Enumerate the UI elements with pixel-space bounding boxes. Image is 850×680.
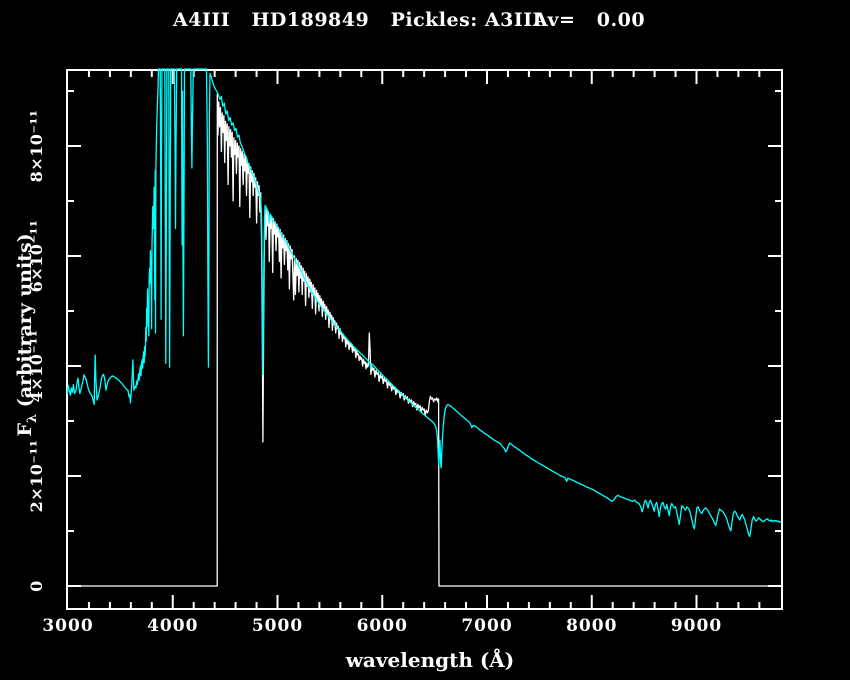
plot-title-extinction: Av= 0.00 [533,9,646,31]
plot-title-star: A4III HD189849 Pickles: A3III [173,9,543,31]
y-axis-title-rest: (arbitrary units) [14,233,37,414]
plot-frame [66,69,783,610]
y-axis-tick-label: 4×10⁻¹¹ [27,330,46,403]
x-axis-tick-label: 9000 [671,616,722,636]
x-axis-tick-label: 3000 [42,616,93,636]
y-axis-tick-label: 6×10⁻¹¹ [27,220,46,293]
y-axis-title-sub: λ [24,413,40,423]
x-axis-tick-label: 8000 [566,616,617,636]
x-axis-tick-label: 4000 [147,616,198,636]
x-axis-tick-label: 6000 [357,616,408,636]
model-spectrum-line [67,68,782,538]
x-axis-tick-label: 7000 [461,616,512,636]
x-axis-tick-label: 5000 [252,616,303,636]
observed-spectrum-line [80,93,778,587]
y-axis-tick-label: 2×10⁻¹¹ [27,440,46,513]
y-axis-tick-label: 8×10⁻¹¹ [27,110,46,183]
y-axis-title: Fλ (arbitrary units) [14,220,40,450]
y-axis-tick-label: 0 [27,580,46,592]
x-axis-title: wavelength (Å) [345,648,515,672]
y-axis-title-main: F [14,422,37,437]
